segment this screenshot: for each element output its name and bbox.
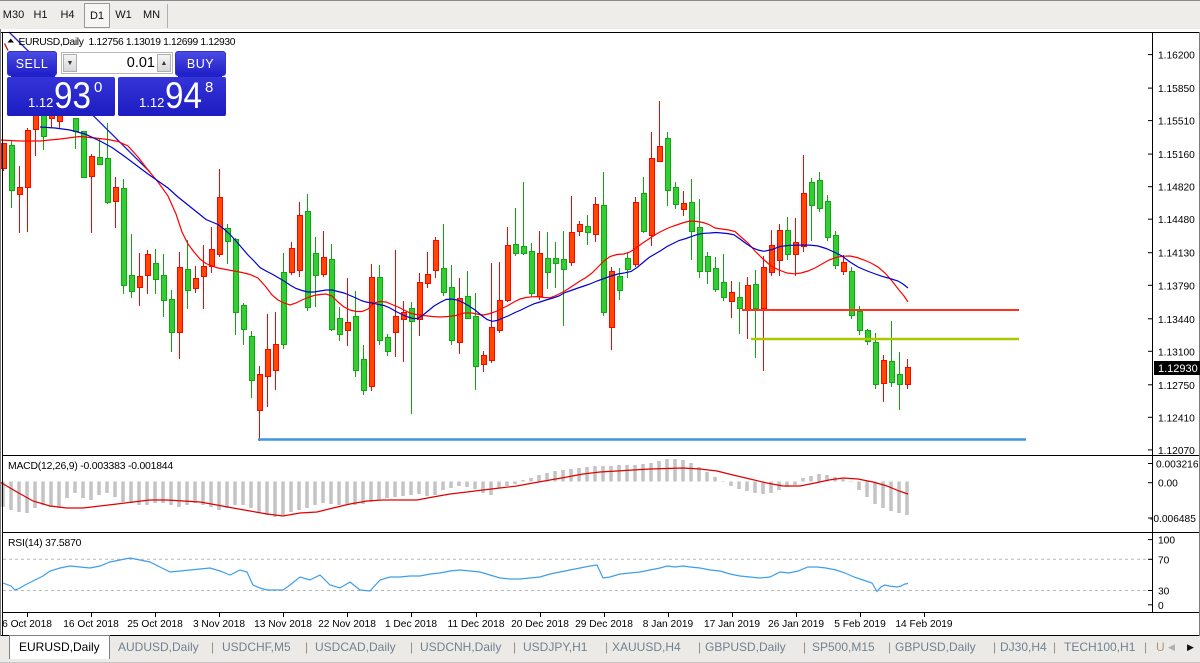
- svg-text:30: 30: [1158, 587, 1170, 598]
- svg-text:1.14130: 1.14130: [1158, 249, 1195, 260]
- svg-text:1.13440: 1.13440: [1158, 315, 1195, 326]
- svg-text:22 Nov 2018: 22 Nov 2018: [318, 619, 376, 630]
- svg-text:1.16200: 1.16200: [1158, 51, 1195, 62]
- svg-text:1 Dec 2018: 1 Dec 2018: [385, 619, 437, 630]
- svg-text:1.15850: 1.15850: [1158, 84, 1195, 95]
- svg-text:1.13790: 1.13790: [1158, 281, 1195, 292]
- svg-text:EURUSD,Daily 1.12756 1.13019: EURUSD,Daily 1.12756 1.13019 1.12699 1.1…: [19, 37, 236, 48]
- svg-text:11 Dec 2018: 11 Dec 2018: [447, 619, 504, 630]
- svg-text:1.14820: 1.14820: [1158, 183, 1195, 194]
- svg-text:20 Dec 2018: 20 Dec 2018: [511, 619, 569, 630]
- svg-text:29 Dec 2018: 29 Dec 2018: [575, 619, 633, 630]
- svg-text:-0.006485: -0.006485: [1150, 514, 1196, 525]
- svg-text:3 Nov 2018: 3 Nov 2018: [193, 619, 245, 630]
- svg-text:0.003216: 0.003216: [1156, 460, 1199, 471]
- svg-text:0.00: 0.00: [1158, 479, 1178, 490]
- svg-text:25 Oct 2018: 25 Oct 2018: [127, 619, 183, 630]
- svg-text:13 Nov 2018: 13 Nov 2018: [254, 619, 312, 630]
- svg-text:1.15160: 1.15160: [1158, 150, 1195, 161]
- svg-text:1.15510: 1.15510: [1158, 117, 1195, 128]
- svg-text:16 Oct 2018: 16 Oct 2018: [63, 619, 119, 630]
- svg-text:MACD(12,26,9) -0.003383 -0.001: MACD(12,26,9) -0.003383 -0.001844: [8, 461, 173, 472]
- svg-text:1.12750: 1.12750: [1158, 381, 1195, 392]
- svg-text:1.14480: 1.14480: [1158, 215, 1195, 226]
- svg-text:1.12930: 1.12930: [1158, 363, 1198, 375]
- svg-text:6 Oct 2018: 6 Oct 2018: [2, 619, 52, 630]
- svg-text:100: 100: [1158, 536, 1175, 547]
- svg-text:14 Feb 2019: 14 Feb 2019: [895, 619, 953, 630]
- svg-text:1.12070: 1.12070: [1158, 446, 1195, 457]
- svg-text:1.13100: 1.13100: [1158, 347, 1195, 358]
- svg-text:RSI(14) 37.5870: RSI(14) 37.5870: [8, 538, 82, 549]
- svg-text:1.12410: 1.12410: [1158, 413, 1195, 424]
- svg-text:26 Jan 2019: 26 Jan 2019: [768, 619, 824, 630]
- svg-text:5 Feb 2019: 5 Feb 2019: [834, 619, 886, 630]
- svg-text:70: 70: [1158, 555, 1170, 566]
- svg-text:0: 0: [1158, 601, 1164, 612]
- svg-text:17 Jan 2019: 17 Jan 2019: [704, 619, 760, 630]
- svg-text:8 Jan 2019: 8 Jan 2019: [643, 619, 694, 630]
